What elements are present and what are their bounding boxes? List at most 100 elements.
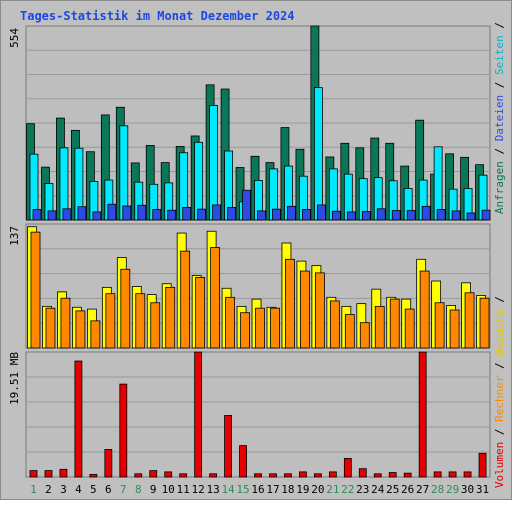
bar-dateien-day-22 — [346, 211, 356, 221]
bar-volumen-day-27 — [418, 351, 427, 478]
x-tick-label: 15 — [236, 483, 249, 496]
bar-volumen-day-1 — [29, 470, 38, 478]
bar-seiten-day-13 — [209, 105, 219, 221]
bar-dateien-day-11 — [182, 206, 192, 221]
x-tick-label: 30 — [461, 483, 474, 496]
bar-dateien-day-3 — [62, 208, 72, 221]
x-tick-label: 31 — [476, 483, 489, 496]
bar-rechner-day-11 — [180, 250, 191, 349]
bar-dateien-day-31 — [481, 209, 491, 221]
bar-volumen-day-18 — [284, 473, 292, 478]
x-tick-label: 7 — [120, 483, 127, 496]
bar-rechner-day-9 — [150, 302, 161, 349]
bar-volumen-day-7 — [119, 383, 128, 478]
x-tick-label: 8 — [135, 483, 142, 496]
bar-volumen-day-15 — [239, 445, 247, 478]
bar-dateien-day-10 — [167, 209, 177, 221]
x-tick-label: 13 — [206, 483, 219, 496]
bar-seiten-day-12 — [194, 141, 204, 221]
x-tick-label: 23 — [356, 483, 369, 496]
bar-dateien-day-21 — [331, 210, 341, 221]
bar-rechner-day-23 — [359, 322, 370, 349]
bar-rechner-day-30 — [464, 292, 475, 349]
x-axis-day-labels: 1 2 3 4 5 6 7 8 9 10 11 12 13 14 15 16 17 18 19 20 21 22 23 24 2… — [30, 483, 489, 496]
x-tick-label: 16 — [251, 483, 264, 496]
bar-dateien-day-2 — [47, 210, 57, 221]
bar-volumen-day-14 — [224, 415, 232, 478]
bar-rechner-day-12 — [195, 277, 206, 349]
bar-volumen-day-11 — [179, 473, 188, 478]
bar-dateien-day-26 — [406, 210, 416, 221]
bar-dateien-day-13 — [212, 204, 222, 221]
bar-dateien-day-7 — [122, 205, 132, 221]
bar-volumen-day-23 — [358, 468, 367, 478]
panel-visits — [25, 223, 491, 349]
x-tick-label: 14 — [221, 483, 235, 496]
bar-dateien-day-20 — [316, 204, 326, 221]
bar-volumen-day-26 — [403, 472, 412, 478]
bar-rechner-day-2 — [45, 307, 56, 349]
x-tick-label: 25 — [386, 483, 399, 496]
bar-rechner-day-27 — [419, 270, 430, 349]
bar-rechner-day-8 — [135, 293, 146, 349]
bar-volumen-day-30 — [463, 471, 472, 478]
bar-rechner-day-21 — [329, 300, 340, 349]
bar-rechner-day-10 — [165, 286, 176, 349]
bar-rechner-day-3 — [60, 297, 71, 349]
bar-volumen-day-25 — [388, 472, 397, 478]
bar-dateien-day-16 — [257, 210, 266, 221]
panel-requests — [25, 25, 491, 221]
bar-seiten-day-28 — [433, 146, 443, 221]
bar-dateien-day-15 — [242, 189, 251, 221]
bar-rechner-day-7 — [120, 268, 131, 349]
bar-rechner-day-1 — [30, 231, 41, 349]
bar-rechner-day-5 — [90, 320, 101, 349]
bar-dateien-day-23 — [361, 211, 371, 221]
bar-rechner-day-17 — [270, 307, 280, 349]
bar-seiten-day-20 — [313, 87, 323, 221]
bar-volumen-day-21 — [328, 471, 337, 478]
bar-volumen-day-20 — [313, 473, 322, 478]
x-tick-label: 11 — [177, 483, 190, 496]
bar-volumen-day-22 — [343, 458, 352, 478]
bar-rechner-day-15 — [240, 312, 250, 349]
bar-volumen-day-3 — [59, 468, 68, 478]
bar-volumen-day-19 — [299, 471, 307, 478]
right-axis-legend-upper: Anfragen / Dateien / Seiten / — [493, 22, 506, 214]
bar-rechner-day-22 — [344, 314, 355, 349]
bar-dateien-day-12 — [197, 208, 207, 221]
bar-rechner-day-28 — [434, 302, 445, 349]
x-tick-label: 21 — [326, 483, 339, 496]
bar-dateien-day-24 — [376, 208, 386, 221]
x-tick-label: 22 — [341, 483, 354, 496]
y-max-label-volume: 19.51 MB — [8, 352, 21, 405]
bar-rechner-day-26 — [404, 308, 415, 349]
x-tick-label: 10 — [162, 483, 175, 496]
x-tick-label: 18 — [281, 483, 294, 496]
bar-rechner-day-29 — [449, 309, 460, 349]
bar-volumen-day-16 — [254, 473, 262, 478]
bar-dateien-day-14 — [227, 206, 236, 221]
y-max-label-requests: 554 — [8, 28, 21, 48]
bar-rechner-day-19 — [300, 270, 310, 349]
bar-volumen-day-17 — [269, 473, 277, 478]
chart-title: Tages-Statistik im Monat Dezember 2024 — [20, 9, 295, 23]
bar-rechner-day-13 — [210, 247, 221, 349]
bar-dateien-day-5 — [92, 211, 102, 221]
bar-rechner-day-4 — [75, 310, 86, 349]
bar-rechner-day-14 — [225, 296, 235, 349]
legend-volumen: Volumen — [493, 442, 506, 488]
x-tick-label: 29 — [446, 483, 459, 496]
bar-dateien-day-19 — [302, 209, 311, 221]
bar-dateien-day-25 — [391, 210, 401, 221]
x-tick-label: 26 — [401, 483, 414, 496]
bar-dateien-day-27 — [421, 205, 431, 221]
bar-dateien-day-30 — [466, 212, 476, 221]
bar-volumen-day-24 — [373, 473, 382, 478]
bar-dateien-day-17 — [272, 208, 281, 221]
bar-volumen-day-8 — [134, 473, 143, 478]
x-tick-label: 6 — [105, 483, 112, 496]
bar-volumen-day-13 — [209, 473, 218, 478]
bar-dateien-day-4 — [77, 206, 87, 221]
x-tick-label: 5 — [90, 483, 97, 496]
